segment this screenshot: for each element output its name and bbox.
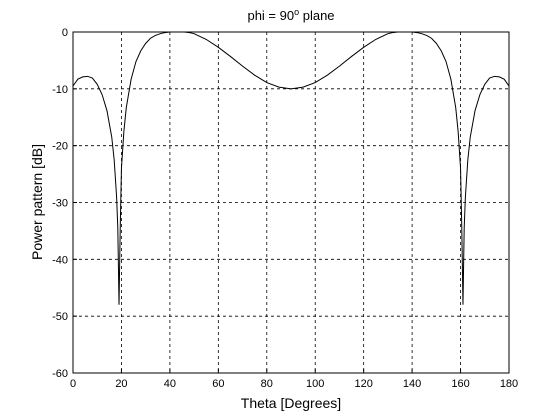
x-tick-label: 80 <box>261 378 273 390</box>
chart-title-superscript: o <box>294 7 299 17</box>
y-tick-label: -30 <box>52 198 68 210</box>
x-tick-label: 60 <box>212 378 224 390</box>
x-tick-label: 160 <box>451 378 469 390</box>
x-tick-label: 120 <box>354 378 372 390</box>
x-tick-label: 40 <box>164 378 176 390</box>
y-tick-label: -60 <box>52 368 68 380</box>
chart-title-main: phi = 90 <box>247 8 294 23</box>
y-tick-labels: 0 -10 -20 -30 -40 -50 -60 <box>52 27 77 380</box>
x-tick-labels: 0 20 40 60 80 100 120 140 160 180 <box>70 369 518 390</box>
y-axis-label: Power pattern [dB] <box>29 144 45 260</box>
y-tick-label: -40 <box>52 254 68 266</box>
power-pattern-series-line <box>72 31 510 305</box>
x-tick-label: 100 <box>306 378 324 390</box>
y-tick-label: -10 <box>52 84 68 96</box>
y-tick-label: -50 <box>52 311 68 323</box>
x-tick-label: 20 <box>115 378 127 390</box>
x-tick-label: 0 <box>70 378 76 390</box>
y-tick-label: 0 <box>62 27 68 39</box>
x-axis-label: Theta [Degrees] <box>241 395 341 411</box>
y-tick-label: -20 <box>52 141 68 153</box>
x-tick-label: 140 <box>403 378 421 390</box>
chart-title-tail: plane <box>299 8 334 23</box>
chart-title: phi = 90o plane <box>247 7 334 23</box>
series-layer <box>72 31 510 305</box>
x-tick-label: 180 <box>500 378 518 390</box>
